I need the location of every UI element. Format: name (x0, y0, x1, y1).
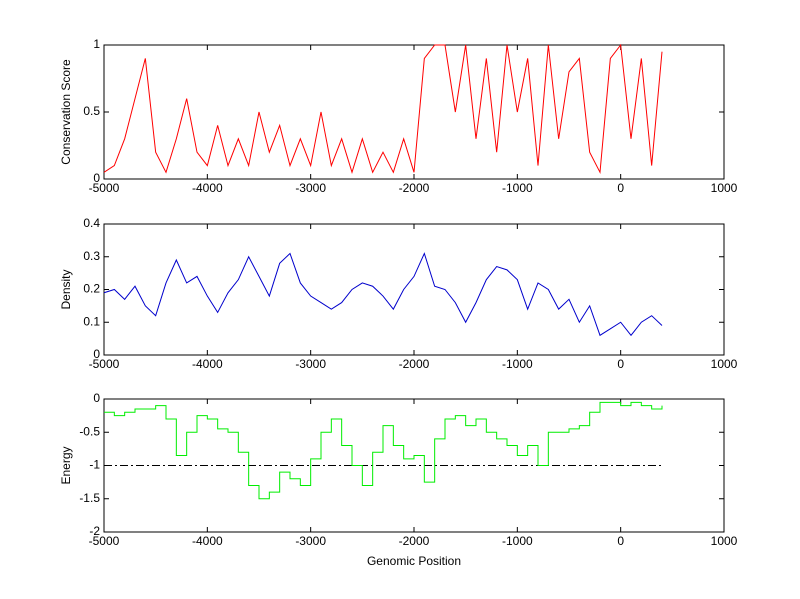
x-tick-label: 0 (617, 534, 624, 548)
x-tick-label: -3000 (295, 534, 326, 548)
y-tick-label: 0 (93, 347, 100, 361)
x-tick-label: 0 (617, 357, 624, 371)
x-tick-label: 0 (617, 181, 624, 195)
y-tick-label: -0.5 (79, 424, 100, 438)
x-axis-label: Genomic Position (367, 554, 461, 568)
x-tick-label: 1000 (711, 534, 738, 548)
x-tick-label: 1000 (711, 357, 738, 371)
axes-box (103, 44, 725, 180)
data-line (103, 252, 663, 337)
x-tick-label: -4000 (192, 534, 223, 548)
y-tick-label: 0.1 (83, 314, 100, 328)
y-tick-label: 0.5 (83, 104, 100, 118)
y-tick-label: 0.2 (83, 282, 100, 296)
y-tick-label: 1 (93, 37, 100, 51)
y-axis-label: Density (59, 269, 73, 309)
x-tick-label: -2000 (399, 357, 430, 371)
y-tick-label: 0.4 (83, 216, 100, 230)
data-line (104, 401, 663, 500)
y-tick-label: 0 (93, 391, 100, 405)
axes-box (103, 223, 725, 356)
y-tick-label: -1.5 (79, 491, 100, 505)
x-tick-label: -5000 (89, 534, 120, 548)
y-axis-label: Conservation Score (59, 59, 73, 165)
x-tick-label: 1000 (711, 181, 738, 195)
x-tick-label: -5000 (89, 181, 120, 195)
data-line (103, 43, 663, 175)
x-tick-label: -1000 (502, 357, 533, 371)
y-axis-label: Energy (59, 446, 73, 484)
x-tick-label: -2000 (399, 534, 430, 548)
y-tick-label: -1 (89, 458, 100, 472)
x-tick-label: -5000 (89, 357, 120, 371)
x-tick-label: -4000 (192, 181, 223, 195)
y-tick-label: 0.3 (83, 249, 100, 263)
x-tick-label: -2000 (399, 181, 430, 195)
x-tick-label: -3000 (295, 181, 326, 195)
x-tick-label: -1000 (502, 534, 533, 548)
y-tick-label: -2 (89, 524, 100, 538)
x-tick-label: -3000 (295, 357, 326, 371)
y-tick-label: 0 (93, 171, 100, 185)
x-tick-label: -4000 (192, 357, 223, 371)
x-tick-label: -1000 (502, 181, 533, 195)
